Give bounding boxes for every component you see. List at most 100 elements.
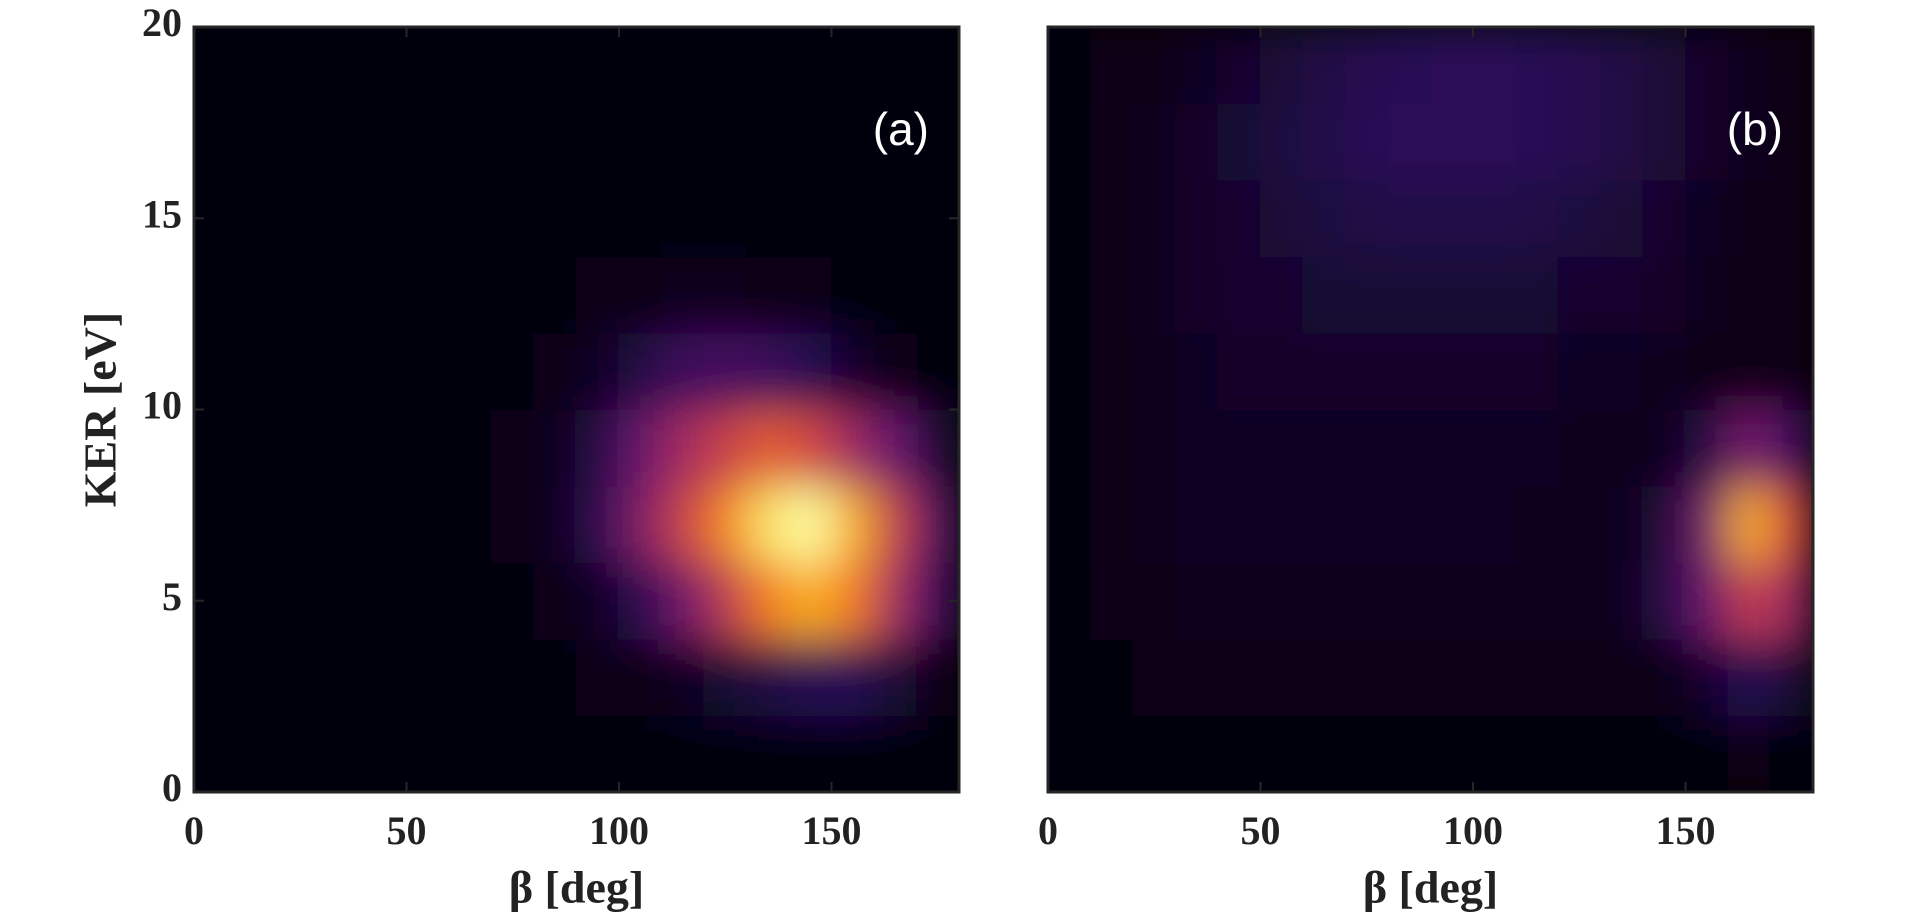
heatmap-cell — [1557, 27, 1601, 104]
heatmap-cell — [1387, 332, 1431, 410]
heatmap-cell — [1175, 562, 1219, 640]
heatmap-cell — [278, 256, 322, 334]
heatmap-cell — [1345, 485, 1389, 563]
heatmap-cell — [236, 715, 280, 792]
heatmap-cell — [406, 485, 450, 563]
heatmap-cell — [1685, 256, 1729, 334]
heatmap-cell — [491, 256, 535, 334]
heatmap-cell — [788, 562, 832, 640]
heatmap-cell — [236, 27, 280, 104]
heatmap-cell — [618, 562, 662, 640]
heatmap-cell — [1642, 715, 1686, 792]
heatmap-cell — [1770, 179, 1813, 257]
heatmap-cell — [1175, 715, 1219, 792]
heatmap-cell — [363, 332, 407, 410]
heatmap-cell — [1472, 27, 1516, 104]
heatmap-cell — [703, 638, 747, 716]
heatmap-cell — [1132, 27, 1176, 104]
heatmap-cell — [406, 638, 450, 716]
heatmap-cell — [576, 256, 620, 334]
heatmap-cell — [1642, 638, 1686, 716]
heatmap-cell — [1260, 179, 1304, 257]
heatmap-cell — [491, 332, 535, 410]
heatmap-cell — [1387, 27, 1431, 104]
heatmap-cell — [321, 179, 365, 257]
heatmap-cell — [1430, 715, 1474, 792]
heatmap-cell — [1217, 715, 1261, 792]
heatmap-cell — [1727, 27, 1771, 104]
heatmap-cell — [873, 103, 917, 181]
heatmap-cell — [1557, 485, 1601, 563]
heatmap-cell — [278, 27, 322, 104]
heatmap-cell — [1430, 332, 1474, 410]
heatmap-cell — [1685, 103, 1729, 181]
heatmap-cell — [1260, 562, 1304, 640]
heatmap-cell — [194, 409, 237, 487]
heatmap-cell — [1515, 256, 1559, 334]
heatmap-cell — [1090, 27, 1134, 104]
heatmap-cell — [1557, 179, 1601, 257]
heatmap-cell — [1048, 485, 1091, 563]
x-tick-label: 100 — [589, 808, 649, 853]
heatmap-cell — [1642, 256, 1686, 334]
heatmap-cell — [1472, 715, 1516, 792]
heatmap-cell — [1302, 256, 1346, 334]
heatmap-cell — [1557, 715, 1601, 792]
heatmap-cell — [746, 103, 790, 181]
heatmap-cell — [1770, 485, 1813, 563]
heatmap-cell — [1048, 638, 1091, 716]
heatmap-cell — [1132, 409, 1176, 487]
heatmap-cell — [448, 27, 492, 104]
heatmap-cell — [533, 103, 577, 181]
x-tick-label: 150 — [1656, 808, 1716, 853]
heatmap-cell — [1387, 485, 1431, 563]
heatmap-cell — [873, 485, 917, 563]
heatmap-cell — [661, 715, 705, 792]
heatmap-cell — [1430, 485, 1474, 563]
heatmap-cell — [406, 103, 450, 181]
heatmap-cell — [1515, 27, 1559, 104]
plot-frame — [1046, 25, 1815, 794]
heatmap-cell — [1090, 715, 1134, 792]
heatmap-cell — [1557, 562, 1601, 640]
heatmap-cell — [1387, 103, 1431, 181]
heatmap-cell — [873, 179, 917, 257]
heatmap-cell — [788, 409, 832, 487]
x-tick-label: 50 — [387, 808, 427, 853]
heatmap-cell — [1090, 562, 1134, 640]
heatmap-cell — [1302, 562, 1346, 640]
heatmap-cell — [916, 27, 959, 104]
heatmap-cell — [1132, 562, 1176, 640]
heatmap-cell — [661, 562, 705, 640]
heatmap-cell — [321, 638, 365, 716]
y-tick-label: 15 — [142, 191, 182, 236]
heatmap-cell — [1472, 638, 1516, 716]
heatmap-cell — [1642, 179, 1686, 257]
heatmap-cell — [278, 485, 322, 563]
heatmap-cell — [1132, 485, 1176, 563]
heatmap-cell — [448, 332, 492, 410]
heatmap-cell — [1387, 715, 1431, 792]
heatmap-cell — [873, 332, 917, 410]
heatmap-cell — [831, 715, 875, 792]
heatmap-cell — [1642, 409, 1686, 487]
heatmap-cell — [1048, 256, 1091, 334]
heatmap-cell — [1600, 27, 1644, 104]
heatmap-cell — [1260, 715, 1304, 792]
heatmap-cell — [873, 715, 917, 792]
heatmap-cell — [278, 103, 322, 181]
heatmap-cell — [491, 27, 535, 104]
heatmap-cell — [576, 332, 620, 410]
heatmap-cell — [1557, 103, 1601, 181]
heatmap-cell — [1515, 179, 1559, 257]
heatmap-cell — [916, 638, 959, 716]
heatmap-cell — [321, 332, 365, 410]
y-tick-label: 10 — [142, 383, 182, 428]
heatmap-cell — [363, 562, 407, 640]
heatmap-cell — [788, 332, 832, 410]
heatmap-cell — [1345, 27, 1389, 104]
heatmap-cell — [703, 256, 747, 334]
heatmap-cell — [236, 332, 280, 410]
heatmap-cell — [363, 638, 407, 716]
heatmap — [194, 27, 959, 792]
